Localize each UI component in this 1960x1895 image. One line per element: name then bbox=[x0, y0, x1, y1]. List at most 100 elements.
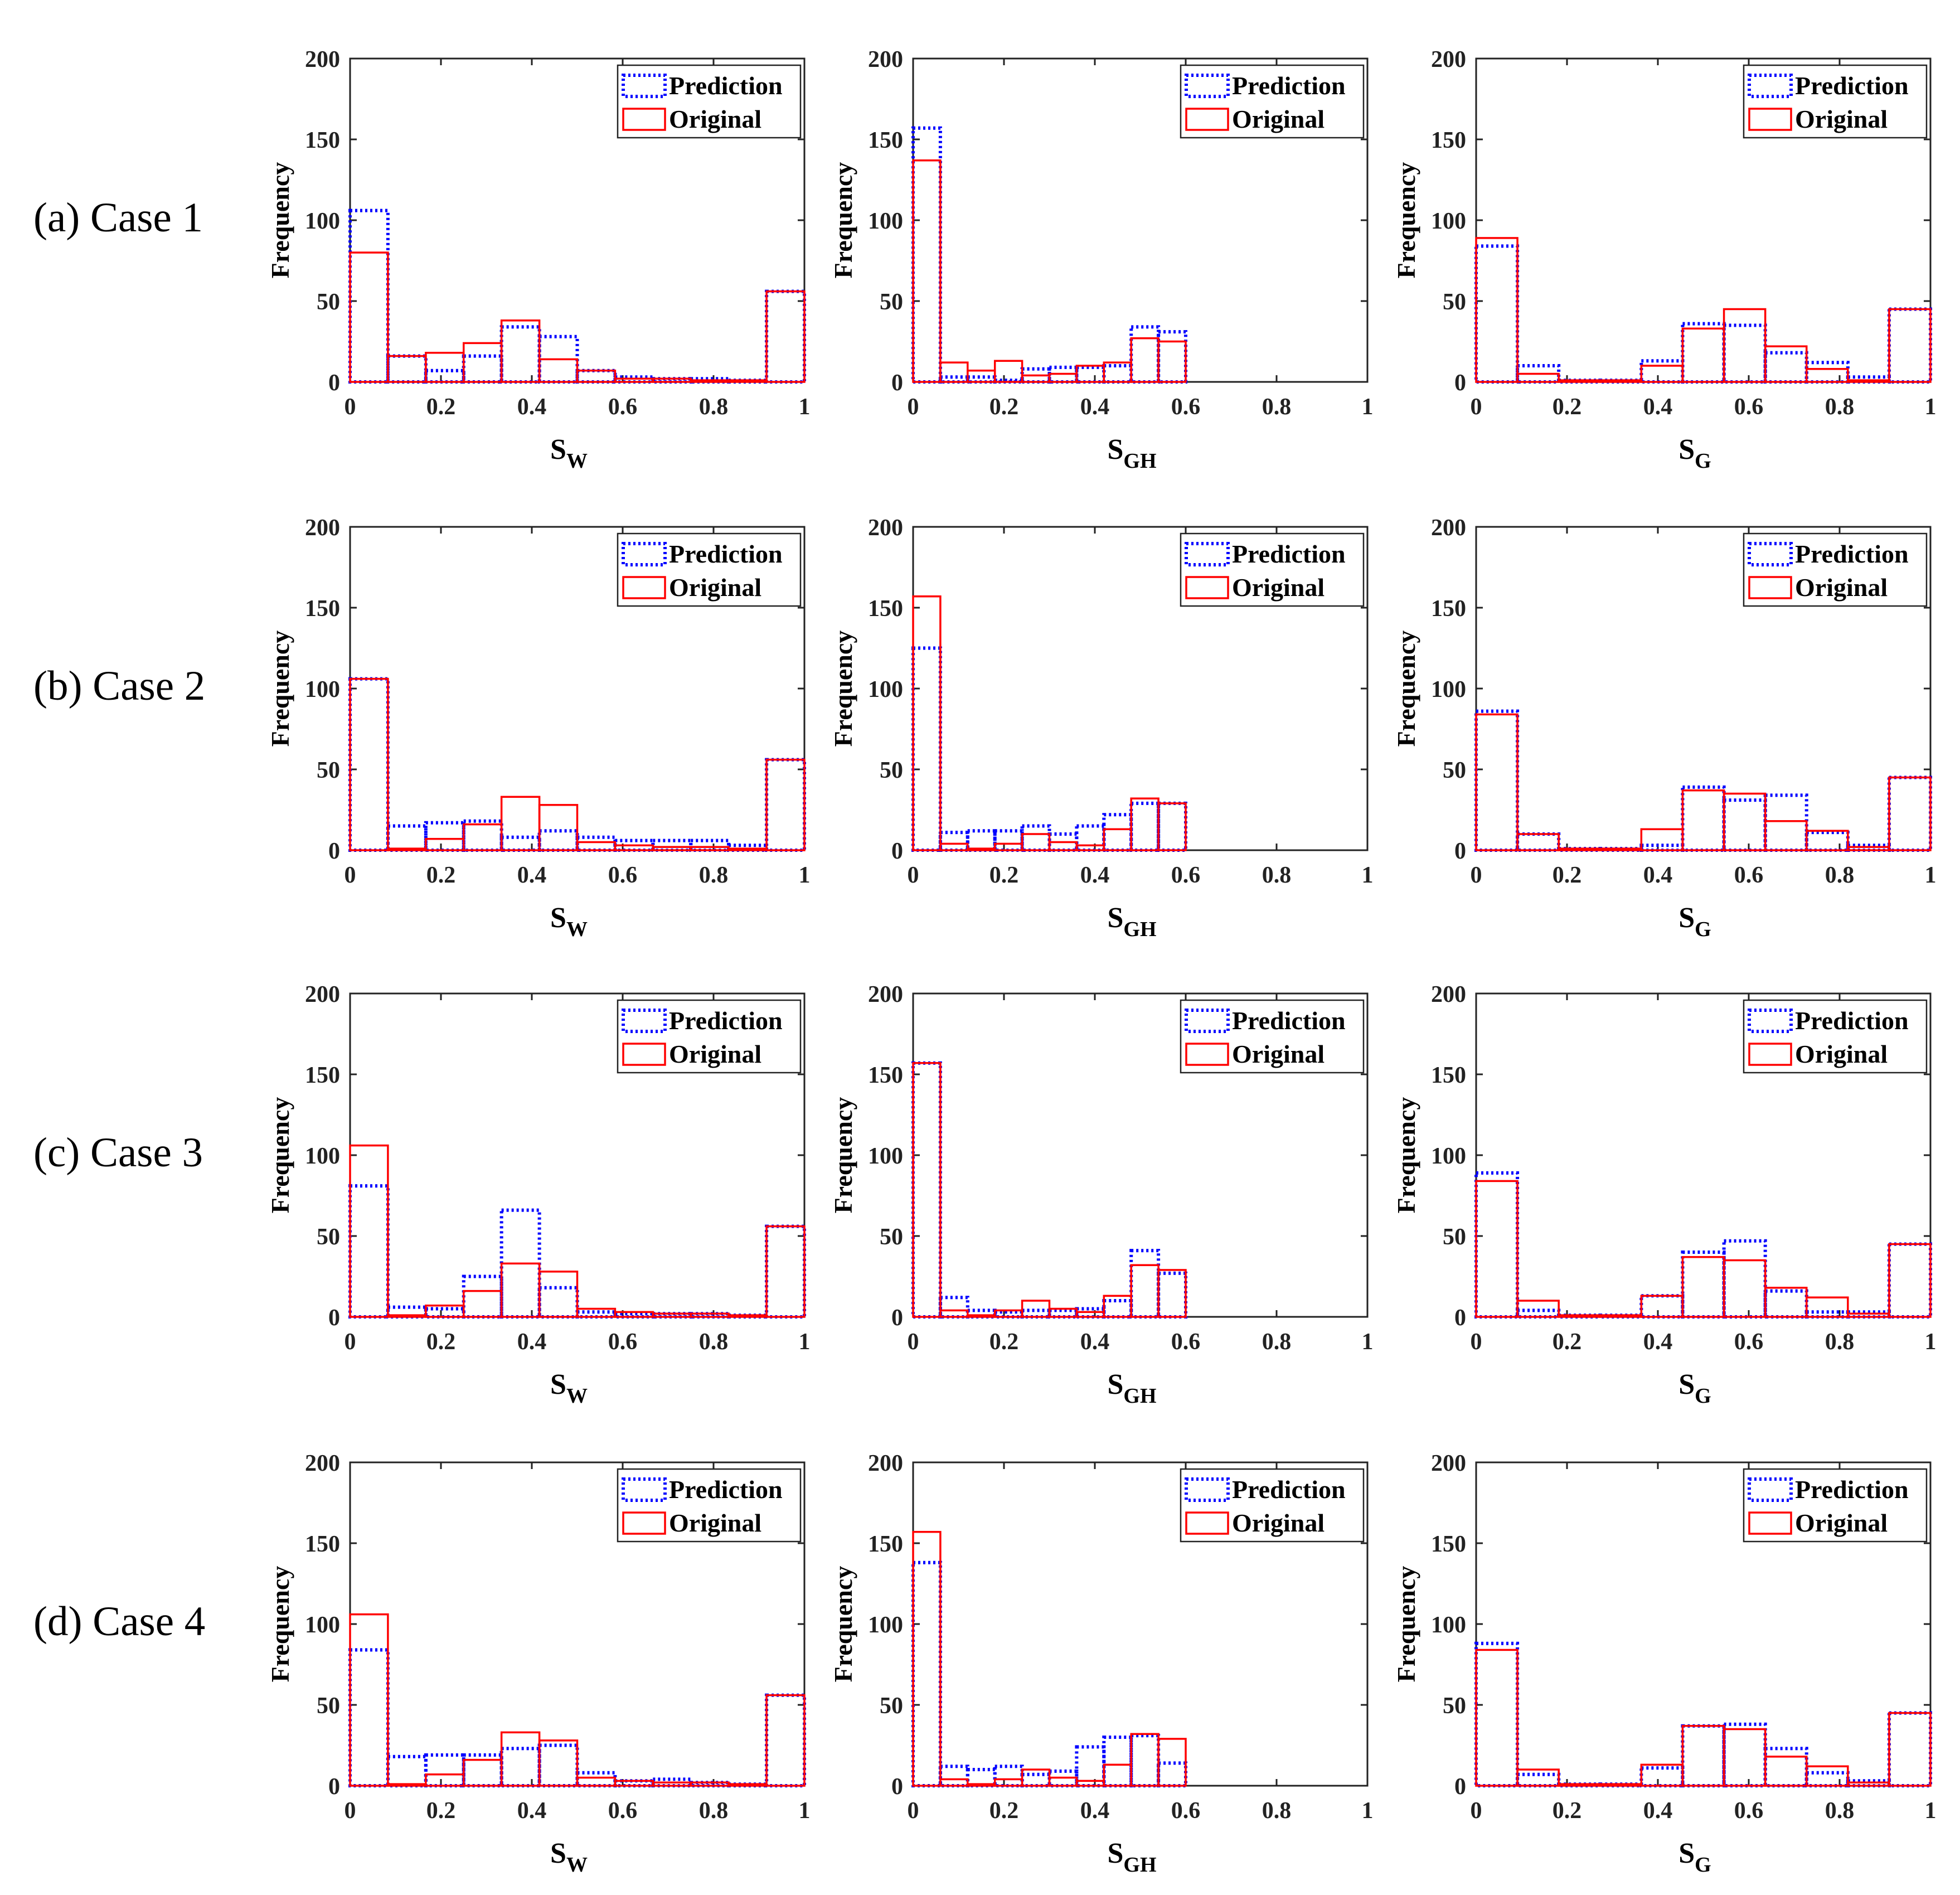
prediction-bar bbox=[1722, 1239, 1767, 1319]
legend: Prediction Original bbox=[1180, 999, 1365, 1074]
y-axis-label: Frequency bbox=[829, 1566, 857, 1683]
prediction-bar bbox=[348, 209, 390, 384]
x-tick-label: 0.4 bbox=[1643, 862, 1673, 888]
prediction-bar bbox=[911, 1061, 942, 1319]
prediction-bar bbox=[575, 1771, 617, 1788]
y-tick-label: 0 bbox=[891, 1305, 903, 1331]
legend-prediction-label: Prediction bbox=[1795, 1006, 1909, 1035]
original-bar bbox=[349, 251, 389, 383]
original-bar bbox=[425, 837, 465, 851]
original-bar bbox=[967, 1314, 996, 1318]
original-bar bbox=[463, 342, 503, 383]
prediction-bar bbox=[386, 1755, 428, 1788]
original-bar bbox=[1075, 1780, 1105, 1787]
original-bar bbox=[1021, 1768, 1051, 1787]
y-tick-label: 150 bbox=[868, 596, 903, 622]
legend: Prediction Original bbox=[1180, 64, 1365, 139]
original-bar bbox=[912, 159, 942, 383]
prediction-bar bbox=[1763, 1747, 1808, 1788]
y-tick-label: 150 bbox=[1431, 596, 1466, 622]
original-bar bbox=[1075, 1311, 1105, 1318]
y-axis-label: Frequency bbox=[266, 1566, 294, 1683]
y-tick-label: 0 bbox=[328, 1774, 340, 1800]
x-tick-label: 0.8 bbox=[699, 862, 729, 888]
legend-prediction-label: Prediction bbox=[1232, 540, 1346, 568]
legend-prediction-label: Prediction bbox=[1232, 1475, 1346, 1504]
legend: Prediction Original bbox=[617, 999, 802, 1074]
histogram-panel: 0 50 100 150 200 0 0.2 0.4 0.6 0.8 1 Frequency SW Pre… bbox=[266, 982, 811, 1408]
row-label: (b) Case 2 bbox=[33, 663, 205, 709]
y-tick-label: 150 bbox=[305, 1531, 340, 1557]
prediction-bar bbox=[1474, 1171, 1520, 1319]
x-tick-label: 0.4 bbox=[517, 1329, 547, 1355]
y-tick-label: 100 bbox=[868, 1612, 903, 1638]
prediction-bar bbox=[1639, 359, 1685, 384]
y-axis-label: Frequency bbox=[1392, 1097, 1420, 1214]
legend-box bbox=[1180, 1468, 1365, 1543]
prediction-bar bbox=[499, 1747, 541, 1788]
original-bar bbox=[1640, 1295, 1684, 1318]
x-tick-label: 0 bbox=[908, 862, 919, 888]
original-bar bbox=[967, 1783, 996, 1787]
legend: Prediction Original bbox=[1743, 64, 1928, 139]
prediction-bar bbox=[1887, 776, 1932, 852]
x-tick-label: 1 bbox=[1362, 394, 1374, 420]
prediction-bar bbox=[386, 824, 428, 852]
original-bar bbox=[1681, 327, 1725, 383]
prediction-bar bbox=[424, 821, 465, 852]
original-bar bbox=[1805, 1765, 1849, 1787]
original-bar bbox=[1475, 237, 1518, 383]
x-tick-label: 0.2 bbox=[989, 1329, 1019, 1355]
x-tick-label: 0.4 bbox=[517, 1798, 547, 1824]
y-tick-label: 200 bbox=[1431, 47, 1466, 72]
legend-prediction-label: Prediction bbox=[669, 540, 783, 568]
prediction-bar bbox=[1722, 323, 1767, 384]
y-tick-label: 0 bbox=[1454, 1305, 1466, 1331]
histogram-panel: 0 50 100 150 200 0 0.2 0.4 0.6 0.8 1 Frequency SGH Pr… bbox=[829, 515, 1374, 941]
prediction-bar bbox=[1129, 325, 1161, 384]
x-tick-label: 1 bbox=[1925, 1798, 1937, 1824]
y-tick-label: 50 bbox=[880, 1693, 903, 1719]
y-tick-label: 100 bbox=[1431, 1143, 1466, 1169]
original-bar bbox=[387, 1783, 427, 1787]
legend: Prediction Original bbox=[617, 1468, 802, 1543]
prediction-bar bbox=[1639, 1766, 1685, 1788]
histogram-panel: 0 50 100 150 200 0 0.2 0.4 0.6 0.8 1 Frequency SG Pre… bbox=[1392, 1451, 1937, 1877]
x-tick-label: 0.6 bbox=[1171, 862, 1201, 888]
original-bar bbox=[1157, 802, 1187, 851]
y-tick-label: 50 bbox=[317, 758, 340, 783]
original-bar bbox=[993, 360, 1023, 383]
legend-prediction-label: Prediction bbox=[1232, 71, 1346, 100]
x-tick-label: 0.6 bbox=[1171, 1798, 1201, 1824]
original-bar bbox=[1103, 361, 1132, 383]
prediction-bar bbox=[1157, 801, 1188, 852]
x-axis-label: SW bbox=[550, 434, 588, 473]
prediction-bar bbox=[651, 839, 693, 852]
legend-original-label: Original bbox=[1232, 105, 1325, 133]
original-bar bbox=[939, 1778, 969, 1787]
original-bar bbox=[1599, 1783, 1643, 1787]
x-tick-label: 1 bbox=[799, 1329, 811, 1355]
prediction-bar bbox=[765, 1693, 806, 1788]
original-bar bbox=[576, 369, 617, 383]
y-tick-label: 150 bbox=[305, 1063, 340, 1088]
x-tick-label: 0.2 bbox=[426, 1329, 456, 1355]
y-tick-label: 50 bbox=[880, 1224, 903, 1250]
x-tick-label: 0.4 bbox=[1080, 394, 1110, 420]
legend-original-swatch bbox=[1748, 1043, 1792, 1066]
prediction-bar bbox=[993, 1765, 1024, 1787]
x-tick-label: 0 bbox=[345, 1329, 356, 1355]
prediction-bar bbox=[575, 369, 617, 384]
original-bar bbox=[463, 823, 503, 851]
legend-prediction-label: Prediction bbox=[669, 71, 783, 100]
original-bar bbox=[727, 1314, 768, 1318]
y-tick-label: 0 bbox=[1454, 370, 1466, 396]
x-tick-label: 0.6 bbox=[608, 1798, 638, 1824]
x-tick-label: 0.8 bbox=[1825, 1798, 1855, 1824]
prediction-bar bbox=[1887, 1242, 1932, 1319]
x-tick-label: 0.6 bbox=[1734, 1329, 1764, 1355]
prediction-bar bbox=[993, 829, 1024, 852]
legend-prediction-label: Prediction bbox=[1795, 1475, 1909, 1504]
legend-original-swatch bbox=[1185, 576, 1229, 599]
prediction-bar bbox=[1516, 1772, 1561, 1787]
